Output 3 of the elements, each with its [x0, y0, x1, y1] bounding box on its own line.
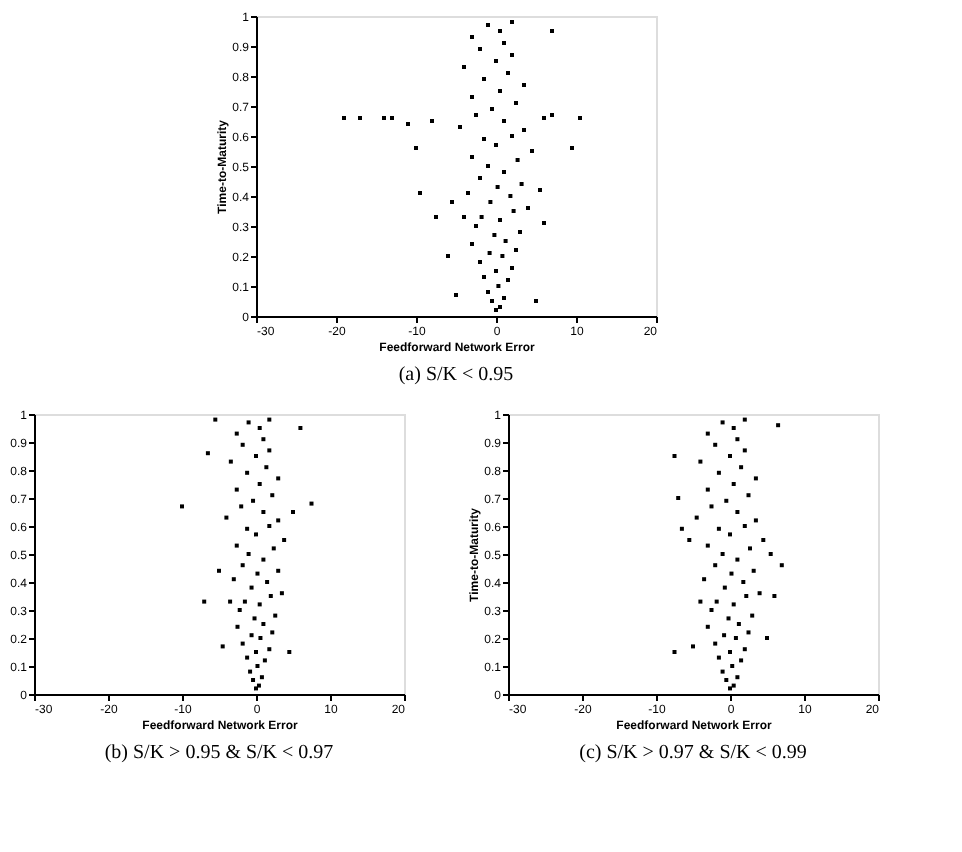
text: (b) S/K > 0.95 & S/K < 0.97 — [104, 742, 334, 764]
text: (c) S/K > 0.97 & S/K < 0.99 — [579, 742, 807, 764]
text: (a) S/K < 0.95 — [398, 364, 514, 386]
